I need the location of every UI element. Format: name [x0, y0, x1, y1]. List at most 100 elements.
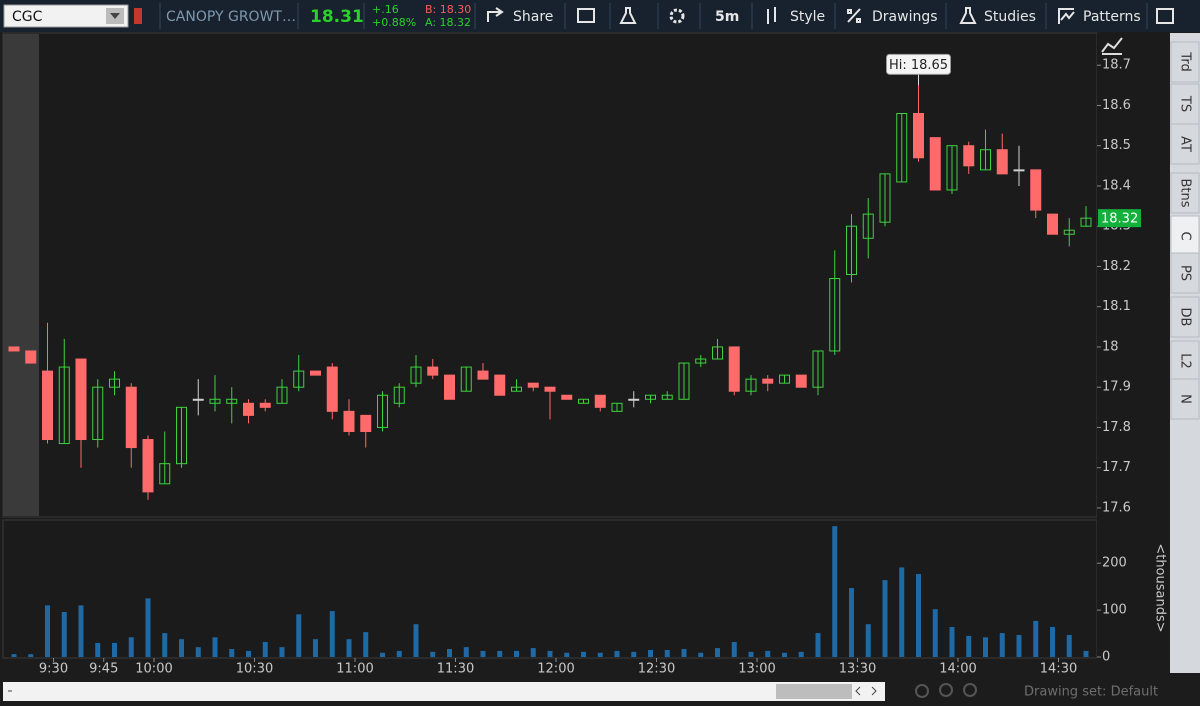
volume-bar — [514, 650, 519, 657]
volume-bar — [28, 654, 34, 657]
candle-body — [628, 398, 640, 401]
volume-bar — [798, 651, 804, 657]
x-tick-label: 10:30 — [236, 662, 273, 677]
change: +.16 — [372, 3, 399, 16]
side-tab[interactable] — [1170, 378, 1200, 420]
candle-body — [544, 386, 556, 392]
scrollbar[interactable] — [3, 682, 885, 701]
share-icon[interactable] — [487, 7, 504, 22]
timeframe-button[interactable]: 5m — [715, 9, 739, 25]
volume-bar — [932, 609, 938, 657]
side-tab-label: AT — [1178, 136, 1193, 152]
drawing-set[interactable]: Drawing set: Default — [1024, 685, 1158, 700]
volume-bar — [765, 650, 771, 657]
candle-body — [795, 374, 807, 388]
side-tab[interactable] — [1170, 172, 1200, 214]
side-tab[interactable] — [1170, 123, 1200, 165]
y-tick-label: 17.6 — [1102, 500, 1131, 515]
candle-body — [946, 145, 958, 191]
volume-bar — [229, 649, 235, 657]
volume-bar — [865, 624, 871, 657]
candle-body — [1047, 213, 1058, 235]
side-tab[interactable] — [1170, 252, 1200, 294]
volume-bar — [212, 637, 218, 657]
candle-body — [611, 402, 623, 412]
candle-body — [8, 346, 20, 352]
y-axis-label: <thousands> — [1153, 543, 1168, 632]
volume-bar — [815, 633, 821, 657]
volume-bar — [61, 611, 67, 657]
side-tab[interactable] — [1170, 340, 1200, 382]
layout-icon[interactable] — [1156, 8, 1174, 24]
candle-body — [25, 350, 37, 364]
patterns-icon[interactable] — [1058, 8, 1075, 24]
candle-body — [176, 406, 187, 465]
premarket-shade — [3, 34, 39, 516]
volume-bar — [949, 626, 955, 657]
candle-body — [393, 386, 405, 404]
volume-bar — [1066, 634, 1072, 657]
volume-bar — [698, 652, 704, 657]
symbol: CGC — [12, 9, 43, 25]
toolbar — [0, 0, 1200, 32]
y-tick-label: 200 — [1102, 556, 1127, 571]
y-tick-label: 18 — [1102, 339, 1119, 354]
share-button[interactable]: Share — [513, 9, 553, 25]
candle-body — [377, 394, 388, 428]
alert-icon[interactable] — [577, 8, 595, 23]
volume-bar — [916, 573, 921, 657]
volume-bar — [597, 652, 603, 657]
side-tab[interactable] — [1170, 296, 1200, 338]
volume-bar — [195, 647, 201, 657]
scroll-arrows[interactable] — [8, 686, 877, 696]
flask-icon[interactable] — [619, 7, 637, 24]
candle-body — [695, 358, 707, 364]
candle-body — [477, 370, 489, 380]
scroll-thumb[interactable] — [776, 684, 852, 699]
settings-icon[interactable] — [669, 8, 685, 24]
flag[interactable] — [134, 8, 142, 24]
annotation-box — [886, 53, 951, 75]
volume-bar — [966, 635, 972, 657]
candle-body — [109, 378, 120, 388]
side-tab-label: N — [1178, 394, 1193, 404]
side-tab[interactable] — [1170, 41, 1200, 83]
volume-bar — [715, 648, 720, 657]
studies-button[interactable]: Studies — [984, 9, 1036, 25]
volume-bar — [581, 651, 586, 657]
candle-body — [578, 398, 589, 404]
last-price: 18.31 — [310, 7, 364, 27]
candle-body — [310, 370, 321, 376]
drawings-icon[interactable] — [847, 8, 861, 23]
candle-body — [762, 378, 774, 384]
patterns-button[interactable]: Patterns — [1083, 9, 1141, 25]
volume-bar — [631, 651, 637, 657]
candle-body — [829, 278, 841, 352]
side-tab[interactable] — [1170, 83, 1200, 125]
style-button[interactable]: Style — [790, 9, 825, 25]
x-tick-label: 10:00 — [135, 662, 172, 677]
volume-bar — [480, 650, 486, 657]
y-tick-label: 18.6 — [1102, 98, 1131, 113]
drawings-button[interactable]: Drawings — [872, 9, 938, 25]
annotation: Hi: 18.65 — [889, 58, 948, 73]
symbol-box[interactable] — [3, 4, 129, 28]
candle-body — [812, 350, 824, 388]
y-tick-label: 18.4 — [1102, 178, 1131, 193]
volume-bar — [1033, 620, 1039, 657]
candle-body — [494, 374, 506, 396]
volume-bar — [45, 605, 50, 657]
zoom-icons[interactable] — [915, 683, 977, 698]
candle-body — [1063, 229, 1075, 235]
candle-body — [276, 386, 288, 404]
studies-icon[interactable] — [959, 7, 977, 24]
y-tick-label: 18.5 — [1102, 138, 1131, 153]
side-tab-label: Trd — [1178, 51, 1193, 71]
style-icon[interactable] — [767, 7, 776, 24]
side-tab-label: L2 — [1178, 353, 1193, 369]
volume-bar — [128, 637, 134, 657]
volume-bar — [614, 650, 620, 657]
candle-body — [980, 149, 991, 171]
candle-body — [779, 374, 790, 384]
scale-icon[interactable] — [1101, 37, 1123, 55]
